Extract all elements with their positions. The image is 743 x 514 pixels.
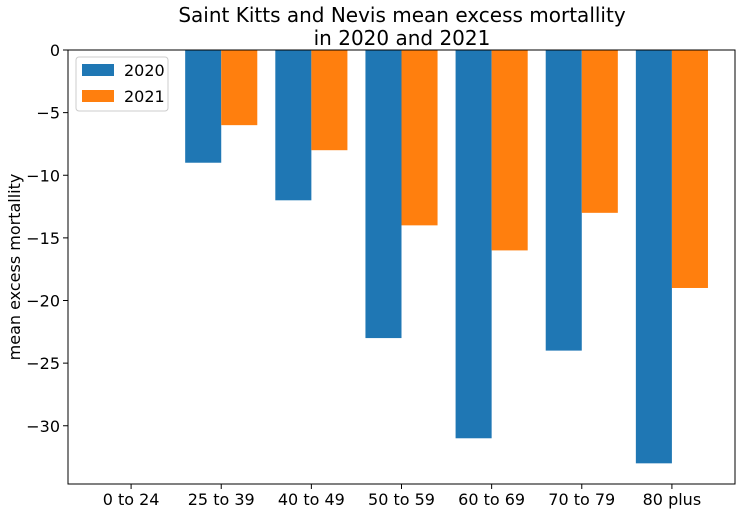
bar-2020-70-to-79 xyxy=(545,50,582,351)
bar-2020-50-to-59 xyxy=(365,50,402,339)
y-tick-label: −25 xyxy=(26,354,60,373)
bar-2020-40-to-49 xyxy=(275,50,312,201)
x-tick-label: 80 plus xyxy=(643,490,702,509)
legend-label-2021: 2021 xyxy=(124,87,165,106)
bar-2020-80-plus xyxy=(635,50,672,464)
legend-swatch-2021 xyxy=(82,90,114,102)
bar-2021-70-to-79 xyxy=(581,50,618,213)
bar-2021-60-to-69 xyxy=(491,50,528,251)
chart-title-line-2: in 2020 and 2021 xyxy=(314,26,491,50)
x-axis-ticks: 0 to 24 25 to 39 40 to 49 50 to 59 60 to 69 7… xyxy=(103,484,701,509)
x-tick-label: 70 to 79 xyxy=(548,490,615,509)
y-tick-label: 0 xyxy=(50,41,60,60)
bar-2021-80-plus xyxy=(671,50,708,288)
x-tick-label: 60 to 69 xyxy=(458,490,525,509)
y-tick-label: −5 xyxy=(36,104,60,123)
y-axis-ticks: 0 −5 −10 −15 −20 −25 −30 xyxy=(26,41,68,436)
y-tick-label: −10 xyxy=(26,166,60,185)
bars-group xyxy=(185,50,708,464)
bar-2020-60-to-69 xyxy=(455,50,492,439)
legend-label-2020: 2020 xyxy=(124,61,165,80)
x-tick-label: 25 to 39 xyxy=(188,490,255,509)
x-tick-label: 50 to 59 xyxy=(368,490,435,509)
bar-2021-50-to-59 xyxy=(401,50,438,226)
legend: 2020 2021 xyxy=(75,56,169,112)
bar-2021-25-to-39 xyxy=(221,50,258,126)
y-tick-label: −15 xyxy=(26,229,60,248)
y-tick-label: −20 xyxy=(26,292,60,311)
legend-swatch-2020 xyxy=(82,64,114,76)
x-tick-label: 0 to 24 xyxy=(103,490,160,509)
y-tick-label: −30 xyxy=(26,417,60,436)
x-tick-label: 40 to 49 xyxy=(278,490,345,509)
bar-2020-25-to-39 xyxy=(185,50,222,163)
bar-2021-40-to-49 xyxy=(311,50,348,151)
y-axis-label: mean excess mortallity xyxy=(5,174,24,361)
chart-title-line-1: Saint Kitts and Nevis mean excess mortal… xyxy=(178,3,625,27)
